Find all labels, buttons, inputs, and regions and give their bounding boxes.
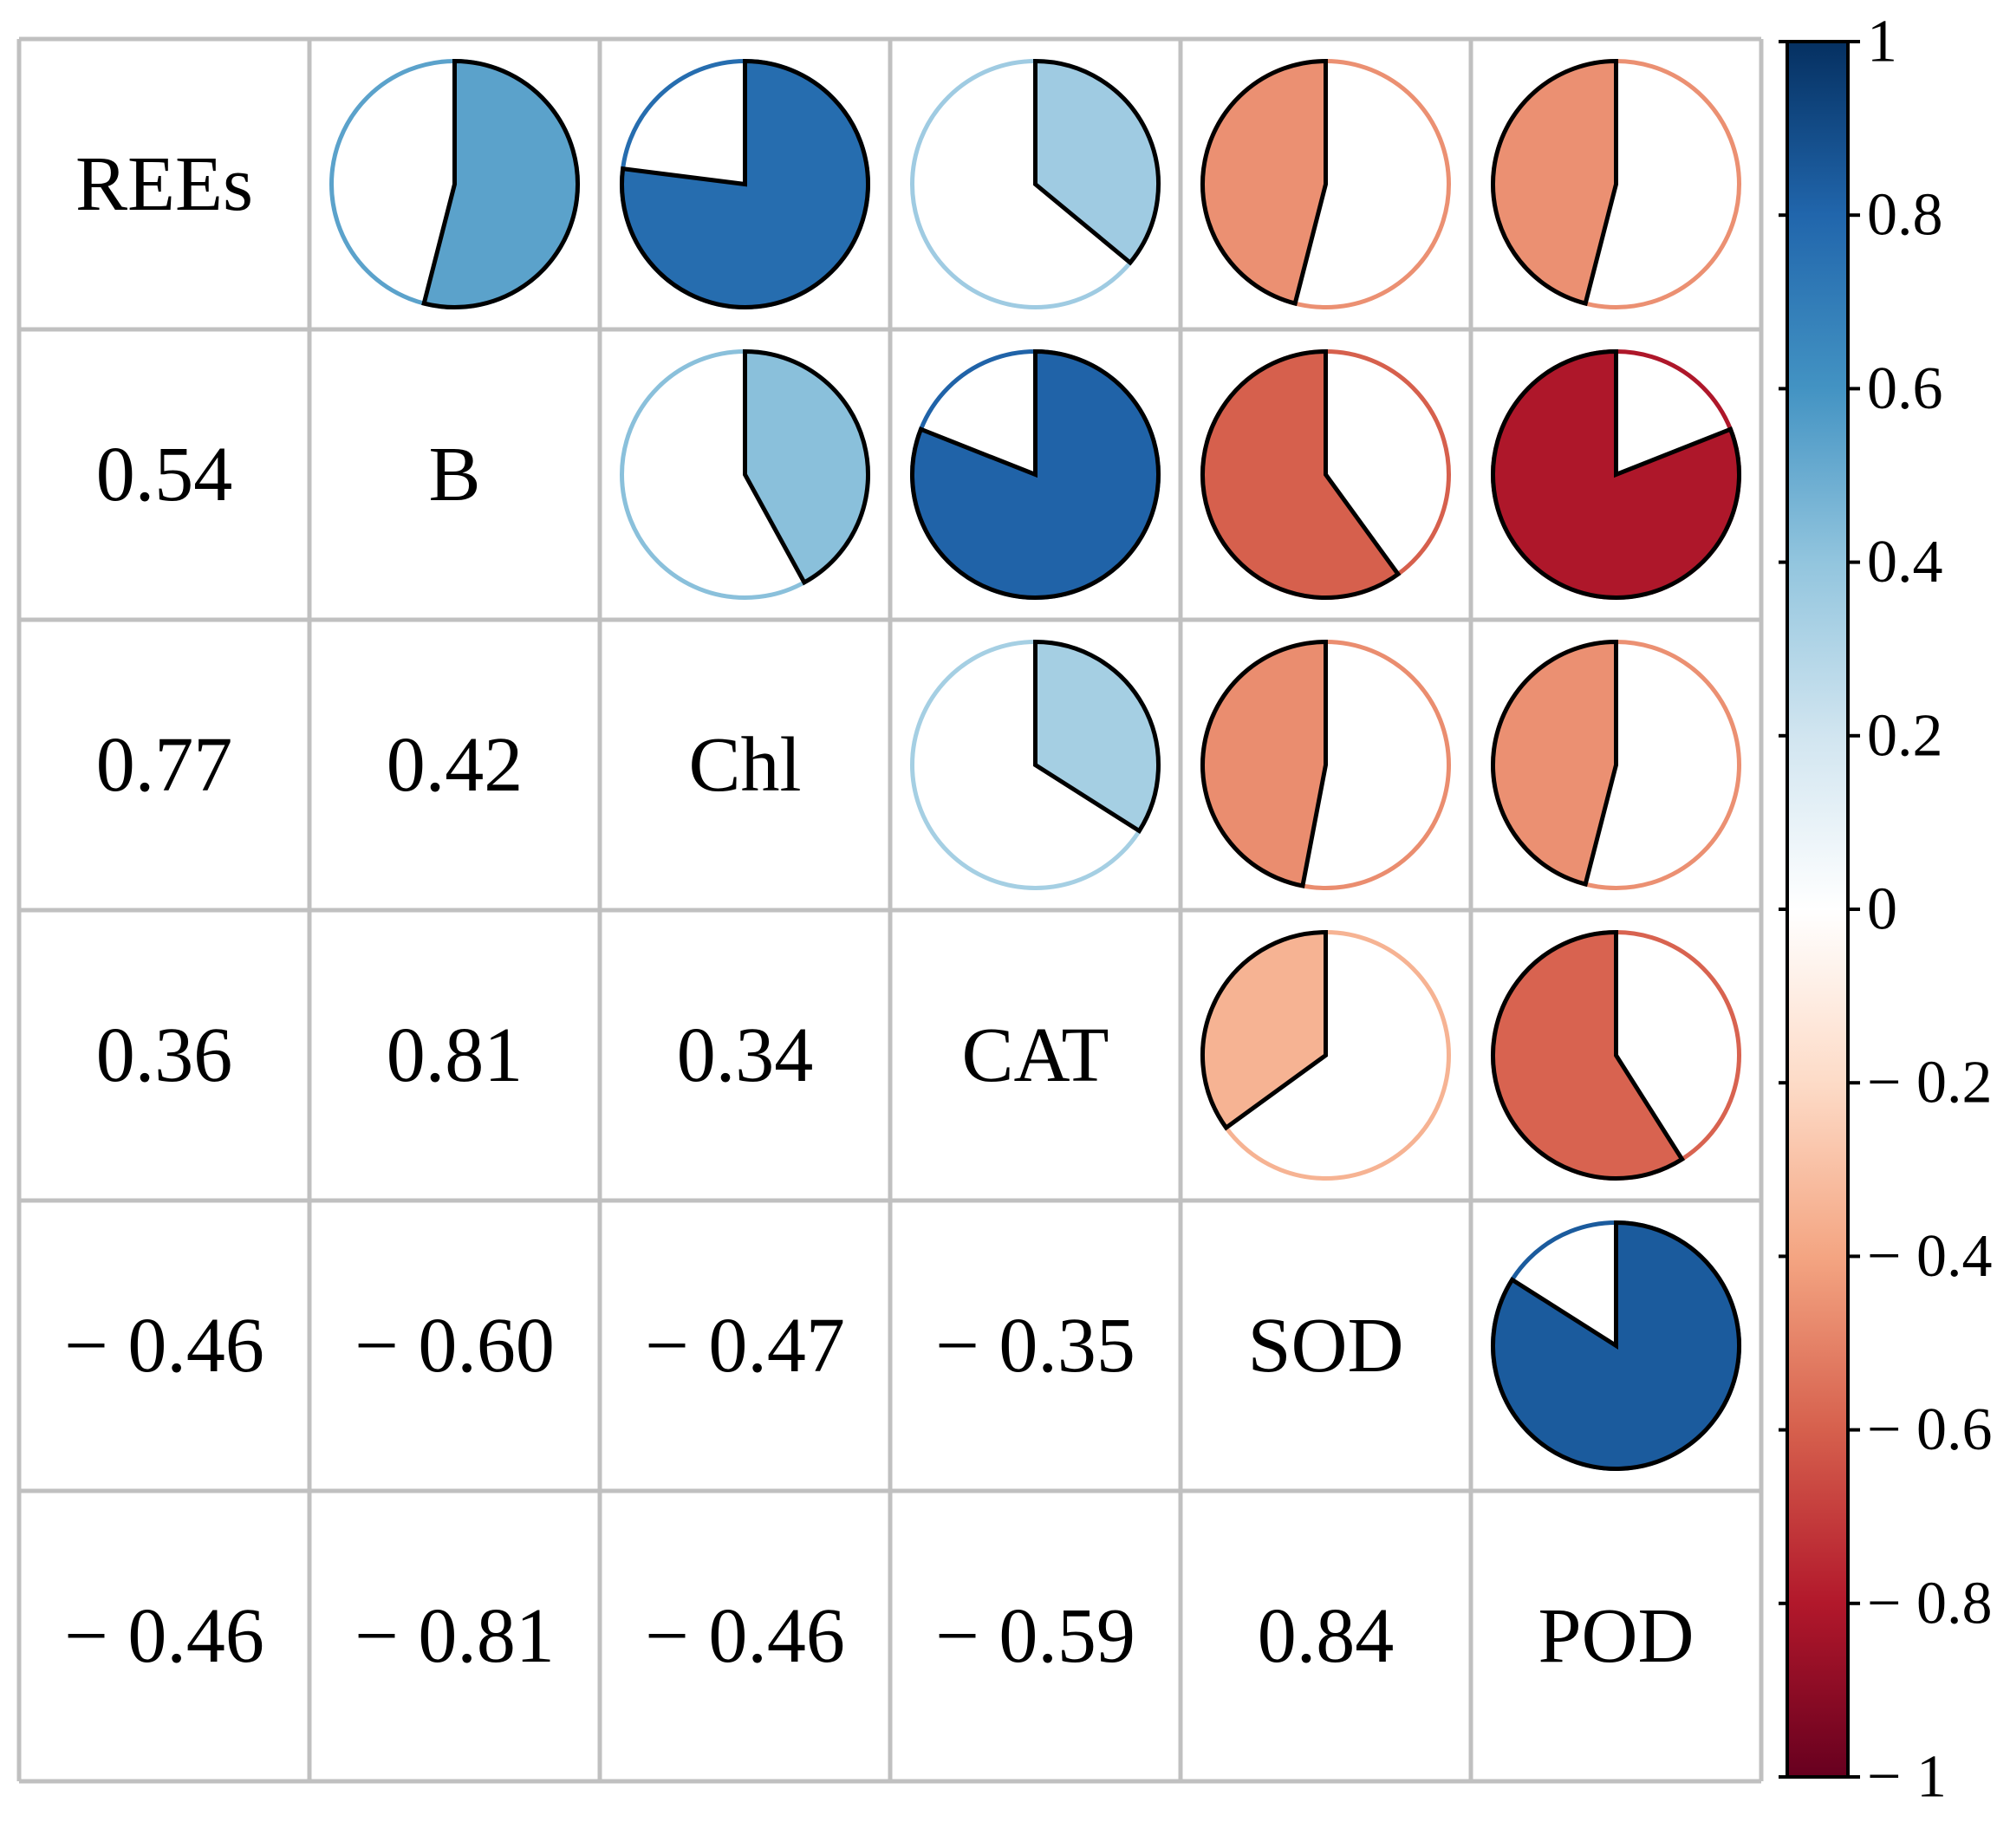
pie-slice [1200,58,1328,307]
correlation-value-label: 0.84 [1258,1593,1395,1679]
correlation-value-label: 0.34 [677,1012,814,1098]
correlation-pie [910,639,1161,890]
correlation-value-label: 0.54 [96,432,233,517]
pie-slice [1200,348,1402,600]
correlation-pie [1200,929,1451,1181]
correlation-pie [910,348,1161,600]
matrix-cells: REEs 0.54 B 0.77 0.42 Chl 0.36 0.81 0.34 CAT − 0.4… [64,58,1741,1679]
correlation-value-label: − 0.46 [64,1593,264,1679]
colorbar-tick-label: 0 [1867,876,1897,943]
correlation-pie [329,58,580,309]
colorbar: 1 0.8 0.6 0.4 0.2 0 − 0.2 − 0.4 − 0.6 − 0.8 − 1 [1779,9,1992,1811]
correlation-value-label: − 0.46 [64,1303,264,1389]
colorbar-tick-label: 1 [1867,9,1897,75]
correlation-value-label: 0.77 [96,722,233,808]
colorbar-tick-label: − 0.8 [1867,1570,1992,1637]
correlation-pie [910,58,1161,309]
pie-slice [1200,929,1328,1131]
pie-slice [1491,1220,1741,1471]
colorbar-tick-label: − 1 [1867,1744,1947,1811]
pie-slice [1033,639,1161,835]
variable-label: B [428,432,480,517]
correlation-value-label: 0.81 [387,1012,524,1098]
correlation-pie [1491,1220,1741,1471]
correlation-pie [620,58,870,309]
pie-slice [421,58,580,309]
pie-slice [1491,639,1618,888]
colorbar-tick-label: 0.8 [1867,182,1943,249]
correlation-pie [620,348,870,600]
correlation-pie [1491,929,1741,1181]
matrix-grid [16,36,1764,1784]
correlation-value-label: − 0.81 [355,1593,555,1679]
correlation-value-label: 0.36 [96,1012,233,1098]
correlation-value-label: − 0.35 [935,1303,1135,1389]
correlation-value-label: − 0.59 [935,1593,1135,1679]
correlation-value-label: 0.42 [387,722,524,808]
colorbar-tick-label: 0.4 [1867,529,1943,595]
pie-slice [1491,58,1618,307]
correlation-value-label: − 0.47 [645,1303,845,1389]
correlation-pie [1200,58,1451,309]
correlation-pie [1200,639,1451,890]
pie-slice [1033,58,1161,266]
correlation-pie [1200,348,1451,600]
colorbar-tick-label: − 0.6 [1867,1396,1992,1463]
correlation-value-label: − 0.46 [645,1593,845,1679]
correlation-value-label: − 0.60 [355,1303,555,1389]
pie-slice [620,58,870,309]
pie-slice [743,348,870,586]
correlation-pie [1491,639,1741,890]
correlation-pie [1491,58,1741,309]
pie-slice [1200,639,1328,888]
variable-label: REEs [75,141,253,227]
colorbar-tick-label: 0.2 [1867,702,1943,769]
variable-label: SOD [1247,1303,1403,1389]
pie-slice [910,348,1161,600]
variable-label: CAT [961,1012,1109,1098]
correlation-pie [1491,348,1741,600]
colorbar-tick-label: − 0.2 [1867,1050,1992,1116]
pie-slice [1491,929,1686,1181]
colorbar-tick-label: 0.6 [1867,355,1943,422]
variable-label: Chl [688,722,801,808]
colorbar-tick-label: − 0.4 [1867,1223,1992,1290]
pie-slice [1491,348,1741,600]
colorbar-rect [1786,40,1850,1779]
variable-label: POD [1538,1593,1694,1679]
